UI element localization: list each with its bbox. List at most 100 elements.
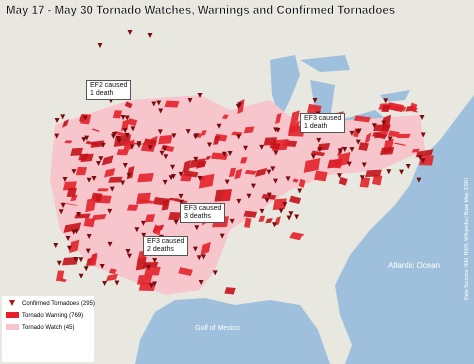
tornado-marker <box>126 172 132 178</box>
warning-polygon <box>328 159 343 169</box>
warning-polygon <box>205 155 212 160</box>
tornado-marker <box>312 98 318 103</box>
warning-polygon <box>89 254 98 266</box>
tornado-marker <box>178 193 184 199</box>
warning-polygon <box>168 197 180 201</box>
warning-polygon <box>234 168 243 180</box>
warning-polygon <box>275 112 282 125</box>
annotation: EF3 caused 2 deaths <box>143 236 189 256</box>
warning-polygon <box>224 287 236 295</box>
tornado-marker <box>206 142 212 148</box>
warning-polygon <box>137 173 154 183</box>
annotation: EF2 caused 1 death <box>86 80 132 100</box>
tornado-marker <box>420 132 426 138</box>
tornado-marker <box>91 176 97 182</box>
water-label: Gulf of Mexico <box>195 325 240 332</box>
warning-polygon <box>69 239 80 254</box>
warning-polygon <box>255 167 267 178</box>
tornado-marker <box>278 208 284 214</box>
warning-polygon <box>59 278 67 283</box>
warning-polygon <box>380 147 395 155</box>
tornado-marker <box>201 254 207 260</box>
tornado-marker <box>273 150 279 156</box>
warning-polygon <box>96 188 109 192</box>
tornado-marker <box>259 144 265 150</box>
warning-polygon <box>103 168 116 178</box>
tornado-marker <box>187 98 193 103</box>
warning-polygon <box>140 142 156 152</box>
tornado-marker <box>82 115 88 121</box>
title: May 17 - May 30 Tornado Watches, Warning… <box>6 5 395 17</box>
tornado-marker <box>170 174 176 180</box>
tornado-marker <box>120 114 126 120</box>
tornado-marker <box>60 114 66 120</box>
tornado-marker <box>56 260 62 266</box>
tornado-marker <box>158 108 164 114</box>
tornado-marker <box>81 137 87 143</box>
tornado-marker <box>294 214 300 220</box>
tornado-marker <box>83 266 89 272</box>
tornado-marker <box>178 171 184 177</box>
tornado-marker <box>359 175 365 181</box>
legend-label: Confirmed Tornadoes (295) <box>22 301 95 307</box>
tornado-marker <box>387 136 393 142</box>
tornado-marker <box>197 93 203 98</box>
warning-polygon <box>70 147 84 156</box>
warning-polygon <box>411 148 420 153</box>
tornado-marker <box>127 30 133 35</box>
tornado-marker <box>229 218 235 224</box>
warning-polygon <box>200 130 207 136</box>
tornado-marker <box>125 248 131 254</box>
tornado-marker <box>285 176 291 182</box>
warning-polygon <box>113 130 130 137</box>
tornado-marker <box>282 202 288 208</box>
tornado-marker <box>264 197 270 203</box>
warning-polygon <box>228 167 237 177</box>
tornado-marker <box>147 145 153 151</box>
warning-polygon <box>64 140 73 144</box>
tornado-marker <box>62 176 68 182</box>
tornado-marker <box>337 148 343 154</box>
tornado-marker <box>259 208 265 214</box>
warning-polygon <box>126 204 139 211</box>
annotation: EF3 caused 1 death <box>300 113 346 133</box>
tornado-marker <box>235 103 241 109</box>
warning-polygon <box>338 176 348 186</box>
tornado-marker <box>197 175 203 181</box>
tornado-marker <box>120 180 126 186</box>
water-label: Atlantic Ocean <box>388 261 440 270</box>
tornado-marker <box>122 127 128 133</box>
tornado-marker <box>109 186 115 192</box>
tornado-marker <box>145 264 151 270</box>
warning-polygon <box>200 241 211 256</box>
warning-polygon <box>289 195 302 205</box>
warning-polygon <box>387 130 400 138</box>
tornado-marker <box>196 255 202 261</box>
tornado-marker <box>349 130 355 136</box>
warning-polygon <box>124 101 133 109</box>
tornado-marker <box>97 43 103 48</box>
tornado-marker <box>107 241 113 247</box>
warning-polygon <box>310 150 326 157</box>
warning-polygon <box>419 155 434 166</box>
tornado-marker <box>419 114 425 120</box>
tornado-marker <box>115 135 121 141</box>
warning-polygon <box>75 167 88 176</box>
tornado-marker <box>147 33 153 38</box>
tornado-marker <box>136 141 142 147</box>
warning-polygon <box>314 170 328 182</box>
tornado-marker <box>54 133 60 139</box>
warning-polygon <box>91 213 107 221</box>
tornado-marker <box>99 263 105 269</box>
tornado-marker <box>140 220 146 226</box>
tornado-marker <box>219 233 225 239</box>
warning-polygon <box>157 135 173 145</box>
warning-polygon <box>182 170 199 178</box>
warning-polygon <box>409 102 418 113</box>
tornado-marker <box>416 177 422 183</box>
tornado-marker <box>86 177 92 183</box>
warning-polygon <box>213 135 220 145</box>
tornado-marker <box>417 154 423 160</box>
tornado-marker <box>170 164 176 170</box>
